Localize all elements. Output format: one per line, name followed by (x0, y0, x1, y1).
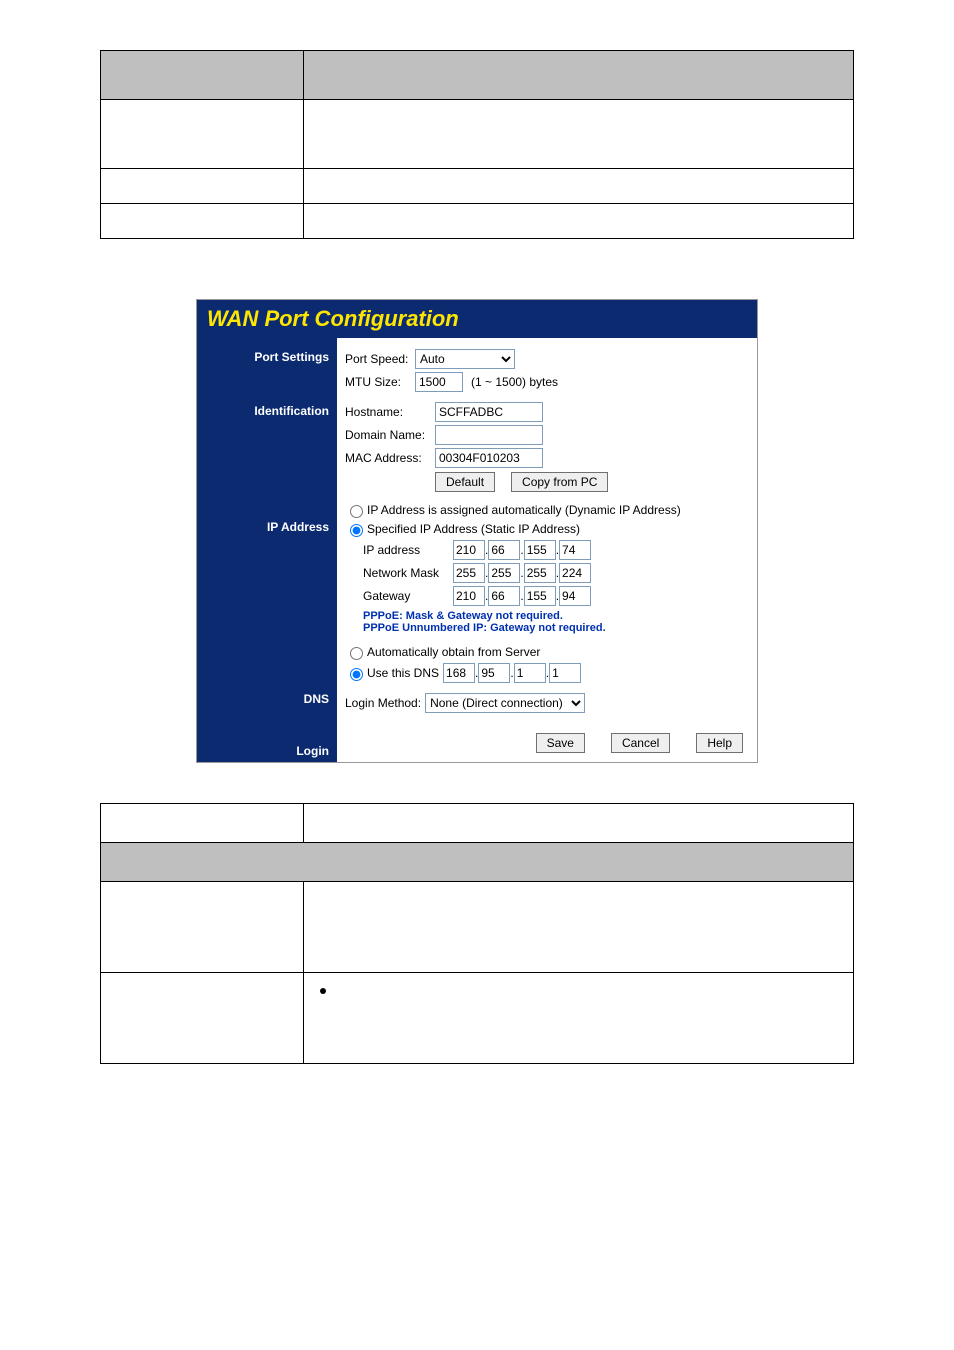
intro-header-right (304, 51, 854, 100)
dns-octet-4[interactable] (549, 663, 581, 683)
ip-dynamic-radio[interactable] (350, 505, 363, 518)
label-ip-address: IP Address (197, 516, 337, 538)
login-method-label: Login Method: (345, 696, 421, 710)
label-port-settings: Port Settings (197, 346, 337, 368)
save-button[interactable]: Save (536, 733, 585, 753)
gw-label: Gateway (363, 589, 453, 603)
intro-header-left (101, 51, 304, 100)
mask-label: Network Mask (363, 566, 453, 580)
label-login: Login (197, 740, 337, 762)
wan-content: Port Speed: Auto MTU Size: (1 ~ 1500) by… (337, 338, 757, 762)
section-dns: Automatically obtain from Server Use thi… (345, 644, 749, 683)
hostname-input[interactable] (435, 402, 543, 422)
domain-input[interactable] (435, 425, 543, 445)
desc-row1-right (304, 882, 854, 973)
section-ip-address: IP Address is assigned automatically (Dy… (345, 502, 749, 634)
port-speed-select[interactable]: Auto (415, 349, 515, 369)
ip-static-label: Specified IP Address (Static IP Address) (367, 522, 580, 536)
wan-sidebar: Port Settings Identification IP Address … (197, 338, 337, 762)
mtu-label: MTU Size: (345, 375, 415, 389)
section-identification: Hostname: Domain Name: MAC Address: (345, 402, 749, 492)
intro-row2-right (304, 169, 854, 204)
intro-row3-right (304, 204, 854, 239)
domain-label: Domain Name: (345, 428, 435, 442)
mac-label: MAC Address: (345, 451, 435, 465)
dns-auto-label: Automatically obtain from Server (367, 645, 540, 659)
ip-address-label: IP address (363, 543, 453, 557)
intro-row1-right (304, 100, 854, 169)
section-port-settings: Port Speed: Auto MTU Size: (1 ~ 1500) by… (345, 349, 749, 392)
label-dns: DNS (197, 688, 337, 710)
bullet-icon (320, 988, 326, 994)
pppoe-note-2: PPPoE Unnumbered IP: Gateway not require… (363, 622, 749, 634)
wan-title: WAN Port Configuration (197, 300, 757, 338)
login-method-select[interactable]: None (Direct connection) (425, 693, 585, 713)
mtu-hint: (1 ~ 1500) bytes (471, 375, 558, 389)
desc-section-header (101, 843, 854, 882)
port-speed-label: Port Speed: (345, 352, 415, 366)
gw-octet-2[interactable] (488, 586, 520, 606)
pppoe-note-1: PPPoE: Mask & Gateway not required. (363, 610, 749, 622)
gw-octet-3[interactable] (524, 586, 556, 606)
mask-octet-4[interactable] (559, 563, 591, 583)
desc-row2-right (304, 973, 854, 1064)
dns-auto-radio[interactable] (350, 647, 363, 660)
intro-row1-left (101, 100, 304, 169)
intro-row2-left (101, 169, 304, 204)
hostname-label: Hostname: (345, 405, 435, 419)
desc-row2-left (101, 973, 304, 1064)
ip-octet-3[interactable] (524, 540, 556, 560)
mask-octet-2[interactable] (488, 563, 520, 583)
dns-octet-3[interactable] (514, 663, 546, 683)
intro-table (100, 50, 854, 239)
mask-octet-1[interactable] (453, 563, 485, 583)
action-buttons: Save Cancel Help (345, 733, 749, 753)
cancel-button[interactable]: Cancel (611, 733, 670, 753)
ip-dynamic-label: IP Address is assigned automatically (Dy… (367, 503, 681, 517)
desc-header-left (101, 804, 304, 843)
help-button[interactable]: Help (696, 733, 743, 753)
ip-octet-1[interactable] (453, 540, 485, 560)
ip-octet-4[interactable] (559, 540, 591, 560)
default-button[interactable]: Default (435, 472, 495, 492)
dns-octet-2[interactable] (478, 663, 510, 683)
ip-static-radio[interactable] (350, 524, 363, 537)
desc-row1-left (101, 882, 304, 973)
desc-header-right (304, 804, 854, 843)
mtu-input[interactable] (415, 372, 463, 392)
intro-row3-left (101, 204, 304, 239)
dns-use-label: Use this DNS (367, 666, 439, 680)
gw-octet-1[interactable] (453, 586, 485, 606)
label-identification: Identification (197, 400, 337, 422)
dns-use-radio[interactable] (350, 668, 363, 681)
mac-input[interactable] (435, 448, 543, 468)
ip-octet-2[interactable] (488, 540, 520, 560)
wan-config-panel: WAN Port Configuration Port Settings Ide… (196, 299, 758, 763)
gw-octet-4[interactable] (559, 586, 591, 606)
mask-octet-3[interactable] (524, 563, 556, 583)
dns-octet-1[interactable] (443, 663, 475, 683)
copy-from-pc-button[interactable]: Copy from PC (511, 472, 608, 492)
section-login: Login Method: None (Direct connection) (345, 693, 749, 713)
description-table (100, 803, 854, 1064)
